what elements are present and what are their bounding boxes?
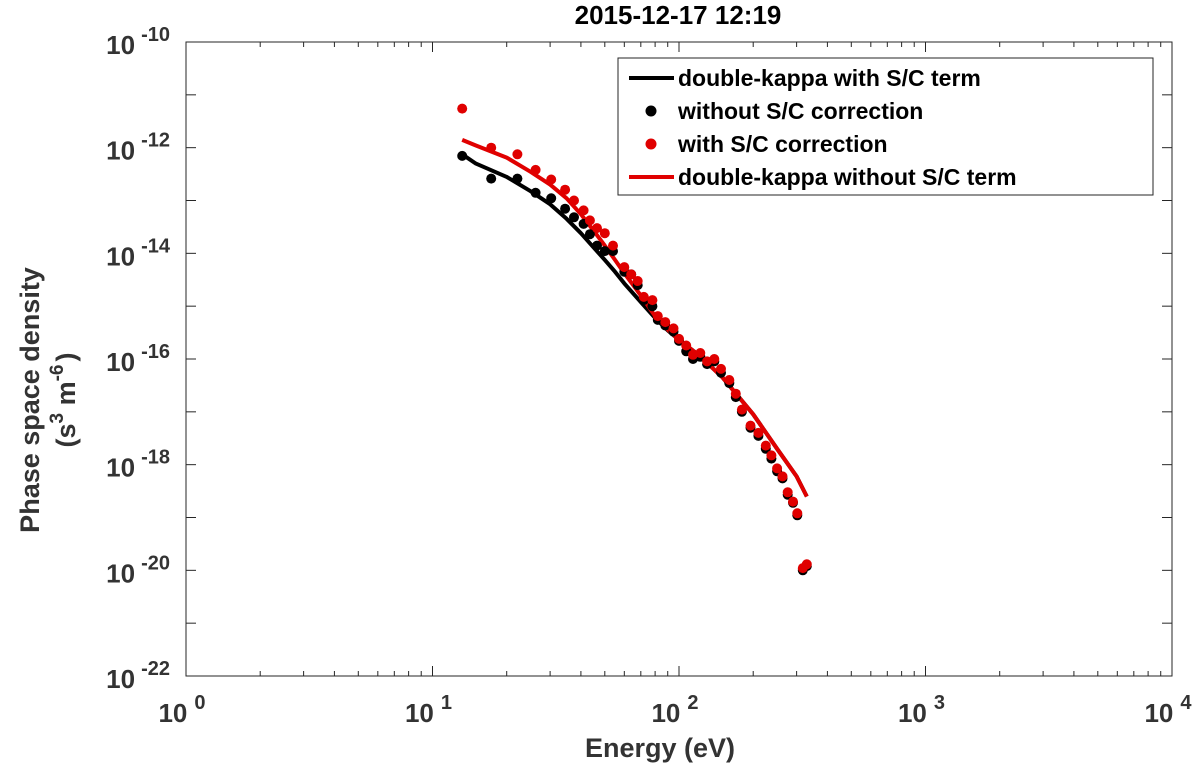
data-point (766, 450, 777, 461)
data-point (777, 471, 788, 482)
data-point (724, 375, 735, 385)
data-point (584, 215, 595, 226)
x-axis-title: Energy (eV) (585, 733, 735, 763)
data-point (736, 404, 747, 415)
data-point (512, 149, 523, 160)
legend-entry: with S/C correction (645, 131, 888, 157)
legend-label: double-kappa without S/C term (678, 164, 1017, 190)
data-point (546, 174, 557, 185)
legend: double-kappa with S/C term without S/C c… (617, 57, 1154, 196)
legend-label: with S/C correction (677, 131, 888, 157)
data-point (560, 203, 571, 214)
data-point (457, 150, 468, 161)
data-point (632, 276, 643, 286)
y-tick-label: 10 -18 (106, 447, 170, 483)
data-point (668, 323, 679, 334)
y-tick-label: 10 -16 (106, 341, 170, 377)
data-point (660, 317, 671, 328)
data-point (681, 340, 692, 351)
data-point (716, 363, 726, 374)
legend-entry: double-kappa without S/C term (629, 164, 1017, 190)
x-tick-label: 10 1 (405, 692, 452, 728)
data-point (592, 223, 602, 234)
legend-box (617, 57, 1154, 196)
data-point (599, 228, 610, 239)
x-tick-label: 10 4 (1144, 692, 1192, 728)
data-point (560, 184, 571, 195)
y-axis-title-line2: (s3 m-6) (47, 352, 81, 447)
legend-dot-marker (645, 138, 657, 150)
data-point (626, 269, 637, 280)
data-point (530, 164, 541, 175)
data-point (457, 103, 468, 114)
y-tick-label: 10 -10 (106, 24, 170, 60)
data-point (772, 463, 783, 474)
data-point (486, 142, 497, 153)
data-point (709, 354, 720, 364)
data-point (788, 496, 798, 507)
data-point (599, 246, 610, 257)
y-tick-label: 10 -22 (106, 658, 170, 694)
x-tick-label: 10 3 (898, 692, 945, 728)
data-point (486, 173, 497, 184)
data-point (530, 187, 541, 198)
data-point (745, 420, 756, 431)
data-point (647, 295, 658, 306)
data-point (695, 348, 706, 358)
data-point (512, 173, 523, 184)
legend-dot-marker (645, 105, 657, 117)
data-point (584, 229, 595, 240)
data-point (792, 508, 803, 519)
data-point (652, 311, 663, 322)
chart-title: 2015-12-17 12:19 (575, 0, 782, 30)
data-point (546, 193, 557, 204)
y-axis: 10-22 10-20 10-18 10-16 10-14 10-12 10-10 (106, 24, 1172, 694)
x-axis: 10 0 10 1 10 2 10 3 10 4 (158, 42, 1192, 728)
data-point (760, 440, 771, 451)
data-point (730, 388, 741, 399)
y-tick-label: 10 -12 (106, 130, 170, 166)
data-point (569, 195, 579, 206)
legend-entry: double-kappa with S/C term (629, 65, 981, 91)
legend-label: without S/C correction (677, 98, 923, 124)
data-point (638, 291, 649, 302)
data-point (782, 487, 793, 498)
x-tick-label: 10 2 (651, 692, 698, 728)
data-point (619, 262, 630, 273)
y-tick-label: 10 -14 (106, 235, 171, 271)
data-point (801, 559, 812, 570)
data-point (592, 240, 602, 251)
data-point (674, 333, 684, 344)
y-tick-label: 10 -20 (106, 552, 170, 588)
y-axis-title-line1: Phase space density (15, 267, 45, 533)
data-point (753, 427, 764, 438)
series-layer (457, 103, 812, 576)
x-tick-label: 10 0 (158, 692, 205, 728)
data-point (608, 240, 618, 251)
data-point (578, 205, 589, 216)
legend-label: double-kappa with S/C term (678, 65, 981, 91)
legend-entry: without S/C correction (645, 98, 923, 124)
data-point (569, 212, 579, 223)
